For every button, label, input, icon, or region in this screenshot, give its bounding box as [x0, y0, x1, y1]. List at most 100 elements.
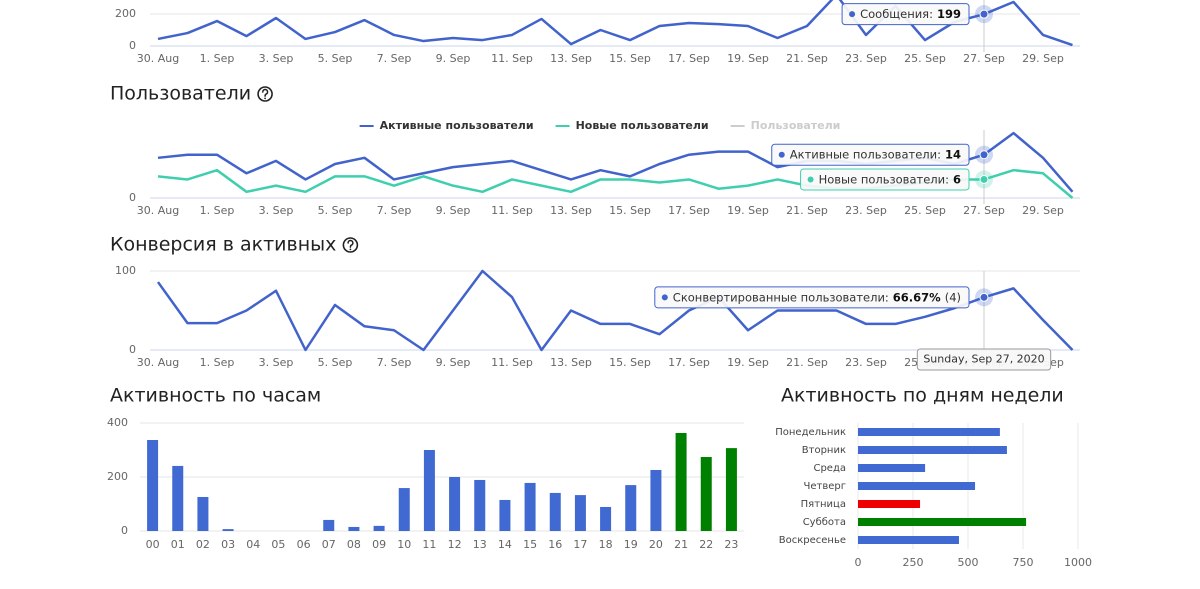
- x-tick-label: 21. Sep: [786, 52, 828, 65]
- x-tick-label: 03: [221, 538, 235, 551]
- chart-title: Активность по часам: [110, 385, 321, 407]
- bar: [549, 492, 561, 531]
- x-tick-label: 7. Sep: [377, 356, 412, 369]
- tooltip-dot: [661, 294, 668, 301]
- x-tick-label: 29. Sep: [1022, 52, 1064, 65]
- bar: [700, 457, 712, 531]
- chart-title: Активность по дням недели: [781, 385, 1064, 407]
- x-tick-label: 9. Sep: [436, 356, 471, 369]
- x-tick-label: 15. Sep: [609, 52, 651, 65]
- help-dot: [349, 248, 352, 251]
- x-tick-label: 20: [649, 538, 663, 551]
- x-tick-label: 06: [297, 538, 311, 551]
- tooltip-box: [654, 286, 970, 309]
- y-tick-label: Суббота: [803, 517, 846, 528]
- bar: [858, 428, 1000, 436]
- x-tick-label: 00: [146, 538, 160, 551]
- bar: [858, 500, 921, 508]
- x-tick-label: 23. Sep: [845, 356, 887, 369]
- bar: [625, 485, 637, 531]
- x-tick-label: 13: [473, 538, 487, 551]
- bar: [858, 482, 976, 490]
- bar: [172, 465, 184, 531]
- x-tick-label: 13. Sep: [550, 52, 592, 65]
- bar: [474, 479, 486, 531]
- bar: [323, 519, 335, 531]
- tooltip-dot: [849, 11, 856, 18]
- bar: [398, 488, 410, 531]
- bar: [197, 496, 209, 531]
- bar: [449, 477, 461, 531]
- x-tick-label: 30. Aug: [137, 204, 179, 217]
- x-tick-label: 19. Sep: [727, 356, 769, 369]
- x-tick-label: 9. Sep: [436, 52, 471, 65]
- x-tick-label: 19. Sep: [727, 52, 769, 65]
- x-tick-label: 10: [397, 538, 411, 551]
- legend-label: Пользователи: [751, 119, 841, 132]
- x-tick-label: 750: [1013, 556, 1034, 569]
- x-tick-label: 29. Sep: [1022, 204, 1064, 217]
- x-tick-label: 3. Sep: [259, 356, 294, 369]
- y-tick-label: 100: [115, 264, 136, 277]
- tooltip-dot: [807, 176, 814, 183]
- y-tick-label: 200: [107, 470, 128, 483]
- date-tooltip-box: [916, 348, 1052, 371]
- help-mark: [347, 239, 354, 248]
- x-tick-label: 07: [322, 538, 336, 551]
- x-tick-label: 7. Sep: [377, 52, 412, 65]
- legend-label: Активные пользователи: [380, 119, 534, 132]
- x-tick-label: 16: [548, 538, 562, 551]
- tooltip-text: 66.67%: [893, 290, 941, 304]
- help-icon: [342, 237, 359, 253]
- x-tick-label: 3. Sep: [259, 52, 294, 65]
- bar: [858, 536, 959, 544]
- hover-point: [979, 150, 989, 160]
- date-tooltip: Sunday, Sep 27, 2020: [916, 348, 1052, 371]
- tooltip-text: Сконвертированные пользователи:: [673, 290, 889, 304]
- tooltip-text: Новые пользователи:: [819, 172, 949, 186]
- chart-title: Пользователи: [110, 83, 251, 105]
- x-tick-label: 25. Sep: [904, 52, 946, 65]
- x-tick-label: 5. Sep: [318, 356, 353, 369]
- y-tick-label: 200: [115, 7, 136, 20]
- bar: [650, 469, 662, 531]
- help-circle: [342, 237, 359, 253]
- bar: [675, 432, 687, 531]
- x-tick-label: 17: [573, 538, 587, 551]
- x-tick-label: 1. Sep: [200, 356, 235, 369]
- tooltip: Активные пользователи: 14: [771, 143, 970, 166]
- bar: [348, 526, 360, 531]
- tooltip-text: (4): [945, 290, 961, 304]
- x-tick-label: 11. Sep: [491, 204, 533, 217]
- hover-point: [979, 9, 989, 19]
- y-tick-label: 0: [121, 524, 128, 537]
- x-tick-label: 23: [724, 538, 738, 551]
- legend-label: Новые пользователи: [576, 119, 709, 132]
- x-tick-label: 02: [196, 538, 210, 551]
- y-tick-label: 0: [129, 343, 136, 356]
- tooltip: Сконвертированные пользователи: 66.67% (4): [654, 286, 970, 309]
- hover-point: [979, 174, 989, 184]
- x-tick-label: 15. Sep: [609, 356, 651, 369]
- x-tick-label: 250: [903, 556, 924, 569]
- x-tick-label: 23. Sep: [845, 204, 887, 217]
- bar: [725, 448, 737, 531]
- help-icon: [257, 86, 273, 102]
- x-tick-label: 25. Sep: [904, 204, 946, 217]
- x-tick-label: 3. Sep: [259, 204, 294, 217]
- tooltip-text: Сообщения:: [860, 7, 933, 21]
- x-tick-label: 18: [599, 538, 613, 551]
- tooltip-box: [771, 143, 970, 166]
- bar: [423, 450, 435, 531]
- bar: [858, 464, 926, 472]
- x-tick-label: 11. Sep: [491, 52, 533, 65]
- x-tick-label: 19. Sep: [727, 204, 769, 217]
- tooltip-box: [800, 168, 970, 191]
- bar: [499, 499, 511, 531]
- y-tick-label: Вторник: [802, 445, 846, 456]
- x-tick-label: 9. Sep: [436, 204, 471, 217]
- x-tick-label: 19: [624, 538, 638, 551]
- x-tick-label: 21. Sep: [786, 204, 828, 217]
